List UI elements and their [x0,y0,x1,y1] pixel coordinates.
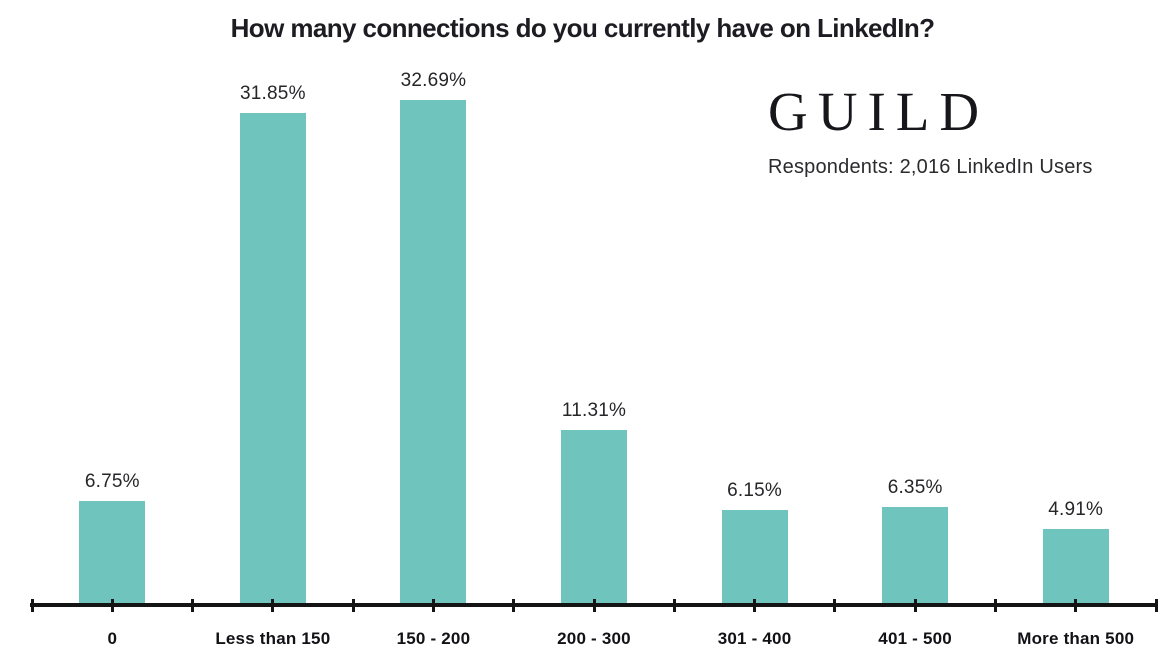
bar-slot: 32.69% [353,0,514,605]
axis-tick [431,599,435,612]
category-label: 401 - 500 [878,629,952,648]
bar-slot: 31.85% [193,0,354,605]
category-label-row: 0 Less than 150 150 - 200 200 - 300 301 - 40… [32,629,1156,655]
category-label: Less than 150 [215,629,331,648]
bar-slot: 11.31% [514,0,675,605]
guild-logo: GUILD [768,81,990,142]
bar-value-label: 4.91% [1048,499,1104,520]
brand-block: GUILD Respondents: 2,016 LinkedIn Users [768,84,1093,179]
bar [400,100,467,605]
axis-tick [191,599,195,612]
axis-tick [592,599,596,612]
bar-slot: 6.35% [835,0,996,605]
axis-tick [672,599,676,612]
bar-value-label: 31.85% [240,83,306,104]
category-label: 200 - 300 [557,629,631,648]
bar [721,510,788,605]
axis-tick [30,599,34,612]
axis-tick [1074,599,1078,612]
bar-slot: 6.15% [674,0,835,605]
bar [560,430,627,605]
bar-value-label: 6.75% [84,471,140,492]
category-label: More than 500 [1017,629,1135,648]
bar-value-label: 32.69% [400,70,467,91]
bar-value-label: 6.15% [727,480,782,501]
category-label: 0 [107,629,118,648]
bar-slot: 4.91% [995,0,1156,605]
respondents-note: Respondents: 2,016 LinkedIn Users [768,156,1093,178]
axis-tick [913,599,917,612]
axis-tick [753,599,757,612]
axis-tick [1154,599,1158,612]
plot-area: 6.75% 31.85% 32.69% 11.31% 6.15% 6.35% 4.91% [32,0,1156,605]
axis-tick [993,599,997,612]
axis-tick [833,599,837,612]
chart-title: How many connections do you currently ha… [230,13,935,43]
bar-slot: 6.75% [32,0,193,605]
bar-value-label: 6.35% [887,477,943,498]
axis-tick [110,599,114,612]
category-label: 150 - 200 [396,629,471,648]
bar-value-label: 11.31% [561,400,627,421]
bar [1042,529,1109,605]
axis-tick [512,599,516,612]
bar [79,501,146,605]
axis-tick [351,599,355,612]
bar [882,507,949,605]
category-label: 301 - 400 [717,629,792,648]
axis-tick [271,599,275,612]
bar [239,113,306,605]
